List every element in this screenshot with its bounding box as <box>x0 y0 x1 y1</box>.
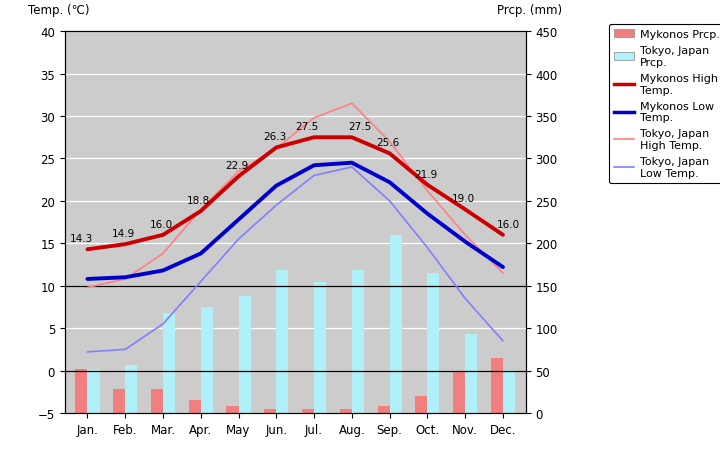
Bar <box>151 389 163 413</box>
Text: 27.5: 27.5 <box>295 122 318 132</box>
Text: 26.3: 26.3 <box>263 132 286 142</box>
Text: 25.6: 25.6 <box>376 138 400 148</box>
Bar <box>352 271 364 413</box>
Bar <box>302 409 314 413</box>
Bar <box>163 313 175 413</box>
Bar <box>390 235 402 413</box>
Bar <box>113 389 125 413</box>
Bar <box>377 406 390 413</box>
Text: 16.0: 16.0 <box>497 219 520 230</box>
Text: 22.9: 22.9 <box>225 161 248 171</box>
Bar <box>491 358 503 413</box>
Text: 19.0: 19.0 <box>451 194 475 204</box>
Bar <box>428 274 439 413</box>
Text: 18.8: 18.8 <box>187 196 210 206</box>
Bar <box>276 271 289 413</box>
Bar <box>201 307 213 413</box>
Text: 27.5: 27.5 <box>348 122 371 132</box>
Bar <box>238 296 251 413</box>
Bar <box>453 371 465 413</box>
Text: 21.9: 21.9 <box>414 169 437 179</box>
Text: 14.9: 14.9 <box>112 229 135 239</box>
Bar <box>264 409 276 413</box>
Bar <box>227 406 238 413</box>
Legend: Mykonos Prcp., Tokyo, Japan
Prcp., Mykonos High
Temp., Mykonos Low
Temp., Tokyo,: Mykonos Prcp., Tokyo, Japan Prcp., Mykon… <box>608 24 720 184</box>
Bar <box>125 366 138 413</box>
Bar <box>87 369 99 413</box>
Bar <box>465 334 477 413</box>
Text: 14.3: 14.3 <box>70 234 94 244</box>
Bar <box>415 396 428 413</box>
Text: Temp. (℃): Temp. (℃) <box>28 4 89 17</box>
Bar <box>314 283 326 413</box>
Bar <box>340 409 352 413</box>
Bar <box>189 400 201 413</box>
Bar <box>76 369 87 413</box>
Text: 16.0: 16.0 <box>150 219 173 230</box>
Text: Prcp. (mm): Prcp. (mm) <box>498 4 562 17</box>
Bar <box>503 370 515 413</box>
